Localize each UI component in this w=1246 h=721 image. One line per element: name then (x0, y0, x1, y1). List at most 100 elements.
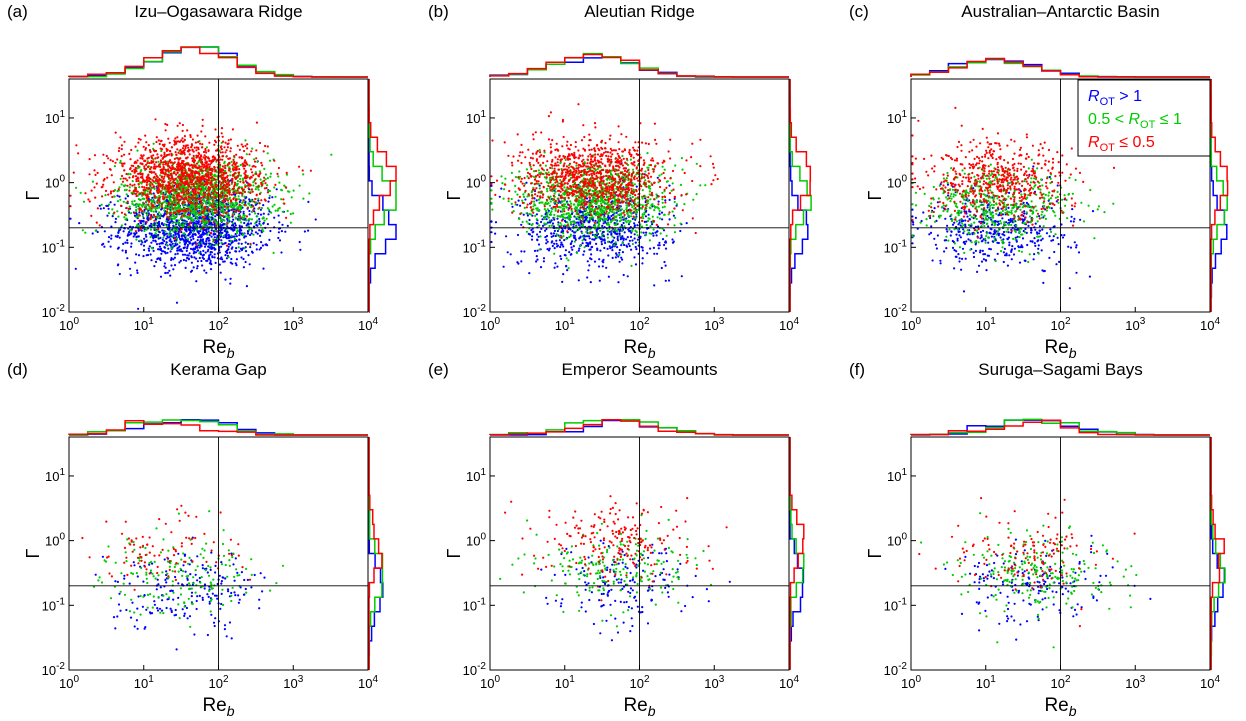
point-2 (189, 187, 192, 190)
point-0 (182, 258, 185, 262)
point-0 (148, 232, 151, 235)
point-1 (256, 219, 259, 222)
point-0 (160, 252, 163, 255)
point-2 (214, 169, 217, 172)
point-0 (150, 225, 153, 228)
point-2 (166, 164, 169, 167)
point-2 (181, 147, 185, 150)
point-2 (212, 239, 216, 242)
point-0 (537, 235, 540, 238)
point-0 (258, 222, 261, 225)
point-1 (177, 219, 180, 222)
point-2 (123, 153, 126, 156)
point-0 (664, 279, 667, 282)
point-2 (207, 174, 210, 177)
point-1 (182, 204, 185, 207)
point-1 (234, 201, 237, 204)
point-2 (120, 155, 123, 158)
point-2 (206, 193, 209, 197)
point-2 (239, 180, 242, 183)
point-0 (192, 266, 195, 269)
point-0 (176, 252, 179, 255)
point-1 (172, 230, 175, 233)
point-2 (231, 167, 235, 171)
point-0 (586, 276, 589, 279)
panel-title: Aleutian Ridge (584, 2, 695, 21)
point-0 (275, 188, 278, 191)
point-2 (230, 200, 233, 203)
point-0 (159, 275, 163, 278)
point-0 (160, 222, 163, 225)
point-0 (243, 221, 246, 225)
point-1 (241, 234, 244, 237)
point-0 (589, 281, 592, 284)
point-1 (216, 201, 219, 204)
point-0 (190, 255, 193, 258)
point-2 (233, 172, 237, 175)
point-1 (107, 212, 111, 215)
point-0 (490, 240, 493, 244)
point-2 (135, 192, 138, 195)
point-2 (195, 208, 198, 211)
point-2 (139, 162, 142, 165)
point-0 (192, 237, 195, 240)
point-1 (257, 188, 260, 191)
point-0 (109, 245, 112, 248)
point-0 (635, 185, 638, 188)
point-0 (541, 218, 544, 221)
point-1 (159, 213, 162, 216)
point-1 (75, 186, 78, 189)
point-2 (209, 182, 212, 185)
point-1 (81, 229, 84, 232)
point-0 (239, 210, 242, 213)
point-2 (226, 222, 229, 225)
point-2 (164, 129, 167, 132)
point-0 (551, 244, 554, 248)
point-0 (538, 230, 542, 233)
point-0 (128, 267, 132, 270)
point-2 (258, 202, 261, 205)
point-2 (212, 202, 215, 206)
point-1 (281, 210, 284, 213)
right-histogram (789, 79, 812, 312)
point-2 (183, 148, 186, 152)
point-1 (158, 215, 162, 218)
point-1 (179, 223, 182, 226)
point-0 (99, 207, 102, 210)
point-2 (205, 161, 208, 164)
point-0 (635, 248, 638, 251)
point-2 (187, 207, 190, 211)
point-0 (642, 231, 645, 234)
point-0 (148, 249, 151, 252)
point-2 (207, 149, 210, 153)
point-2 (189, 134, 192, 137)
point-0 (110, 225, 113, 228)
point-0 (520, 223, 523, 226)
point-2 (169, 179, 172, 182)
point-1 (128, 205, 131, 208)
point-1 (117, 215, 120, 218)
point-2 (184, 175, 187, 178)
point-0 (124, 197, 127, 200)
point-1 (203, 187, 206, 190)
point-2 (176, 171, 179, 174)
point-2 (245, 161, 248, 164)
point-0 (232, 229, 235, 232)
point-2 (220, 170, 223, 173)
point-2 (202, 150, 206, 154)
point-2 (98, 224, 101, 227)
point-2 (109, 159, 112, 162)
point-0 (129, 225, 132, 228)
point-2 (200, 196, 203, 199)
point-1 (227, 256, 230, 259)
point-0 (193, 256, 196, 259)
point-2 (155, 136, 158, 139)
point-2 (118, 147, 121, 150)
point-2 (246, 147, 249, 150)
point-0 (158, 245, 161, 248)
point-0 (587, 235, 591, 238)
point-1 (269, 175, 272, 178)
point-0 (660, 211, 664, 214)
point-2 (204, 135, 207, 138)
point-0 (233, 222, 237, 225)
